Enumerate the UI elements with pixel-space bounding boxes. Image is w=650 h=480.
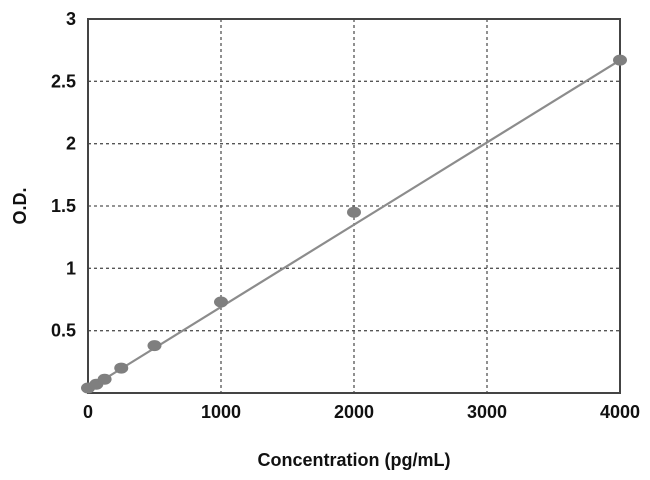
x-tick-label-1000: 1000 [201, 402, 241, 422]
x-axis-tick-labels: 0 1000 2000 3000 4000 [83, 402, 640, 422]
y-axis-tick-labels: 0.5 1 1.5 2 2.5 3 [51, 9, 76, 341]
grid-lines [88, 19, 620, 393]
y-tick-label-2.5: 2.5 [51, 71, 76, 91]
data-point-4 [147, 340, 162, 352]
y-tick-label-1: 1 [66, 258, 76, 278]
plot-area-frame [87, 18, 621, 394]
y-tick-label-0.5: 0.5 [51, 321, 76, 341]
x-tick-label-4000: 4000 [600, 402, 640, 422]
y-tick-label-3: 3 [66, 9, 76, 29]
data-point-5 [214, 296, 228, 308]
x-tick-label-3000: 3000 [467, 402, 507, 422]
y-tick-label-2: 2 [66, 134, 76, 154]
data-points [81, 54, 627, 394]
x-tick-label-2000: 2000 [334, 402, 374, 422]
data-point-3 [114, 362, 129, 374]
x-tick-label-0: 0 [83, 402, 93, 422]
data-point-2 [97, 373, 112, 385]
data-point-6 [347, 206, 361, 218]
linear-fit-line [87, 59, 621, 391]
x-axis-title: Concentration (pg/mL) [258, 450, 451, 470]
y-axis-title: O.D. [10, 187, 30, 224]
data-point-7 [613, 54, 627, 66]
y-tick-label-1.5: 1.5 [51, 196, 76, 216]
